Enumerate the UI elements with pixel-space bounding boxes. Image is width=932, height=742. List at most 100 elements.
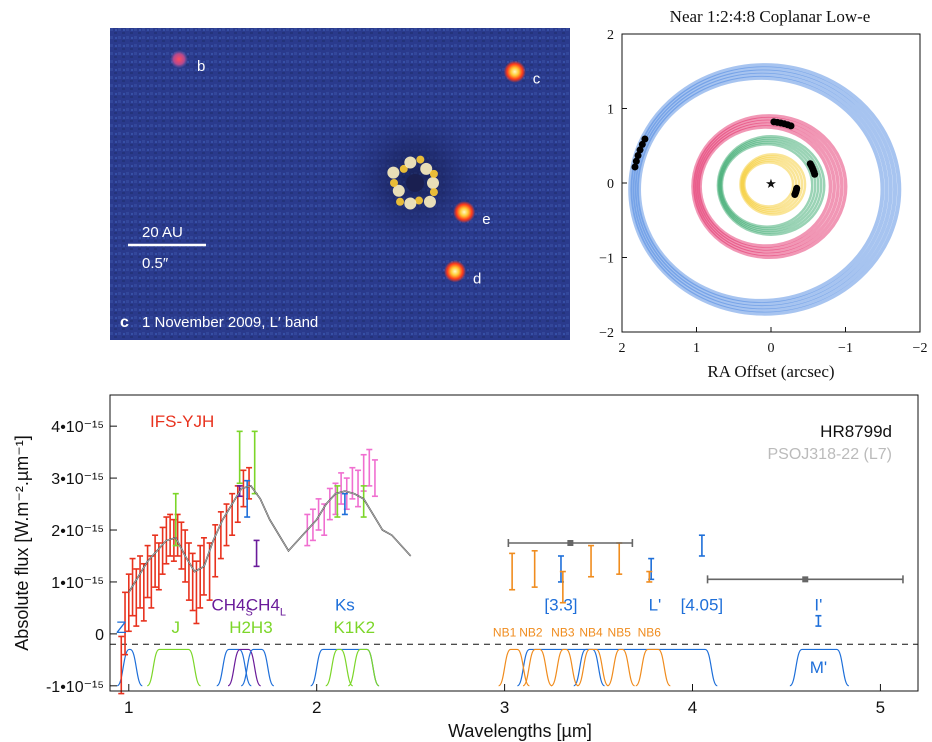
orbit-xlabel: RA Offset (arcsec) xyxy=(707,362,834,381)
band-label: NB3 xyxy=(551,625,575,639)
direct-image-panel: b c e d 20 AU 0.5″ c 1 November 2009, L′ ba… xyxy=(110,28,570,340)
series-7 xyxy=(128,484,412,593)
band-label: K1K2 xyxy=(333,618,375,637)
band-label: NB6 xyxy=(638,625,662,639)
panel-letter: c xyxy=(120,314,129,331)
orbit-ytick-label: 2 xyxy=(607,28,614,43)
band-label: L' xyxy=(649,596,662,615)
sed-ytick-label: 3•10⁻¹⁵ xyxy=(51,471,104,488)
planet-c-label: c xyxy=(533,71,541,88)
planet-d-blob xyxy=(444,260,466,283)
sed-xlabel: Wavelengths [µm] xyxy=(448,721,592,741)
band-label: NB4 xyxy=(579,625,603,639)
filter-curve xyxy=(573,648,718,687)
legend-hr8799d: HR8799d xyxy=(820,422,892,441)
band-label: CH4S xyxy=(211,596,252,619)
planet-d-label: d xyxy=(473,270,481,287)
orbit-c-position xyxy=(770,118,778,126)
sed-ytick-label: 0 xyxy=(95,627,104,644)
band-label: NB2 xyxy=(519,625,543,639)
orbit-d-ring xyxy=(716,134,826,236)
orbit-b-position xyxy=(638,140,646,148)
sed-xtick-label: 3 xyxy=(500,698,509,717)
orbit-xtick-label: 2 xyxy=(619,341,626,356)
scale-top-label: 20 AU xyxy=(142,224,183,241)
orbit-b-position xyxy=(632,157,640,165)
orbit-xtick-label: −2 xyxy=(913,341,928,356)
filter-curve xyxy=(607,648,636,687)
filter-curve xyxy=(347,648,380,687)
orbit-e-ring xyxy=(739,153,807,216)
filter-curve xyxy=(550,648,579,687)
series-2 xyxy=(172,430,367,547)
band-label: NB5 xyxy=(608,625,632,639)
scale-bottom-label: 0.5″ xyxy=(142,255,169,272)
series-0 xyxy=(118,466,253,695)
orbit-b-position xyxy=(634,152,642,160)
planet-e-blob xyxy=(453,201,476,224)
orbit-chart: Near 1:2:4:8 Coplanar Low-e 2 1 0 −1 −2 −2 −1 0… xyxy=(599,7,928,381)
series-4 xyxy=(244,479,822,627)
sed-xtick-label: 2 xyxy=(312,698,321,717)
filter-curve xyxy=(576,648,609,687)
orbit-star-marker: ★ xyxy=(765,176,777,191)
image-caption: 1 November 2009, L′ band xyxy=(142,314,318,331)
band-label: H2H3 xyxy=(229,618,272,637)
orbit-ytick-label: −1 xyxy=(599,252,614,267)
series-3 xyxy=(236,485,260,568)
band-label: M' xyxy=(810,658,827,677)
band-label: Ks xyxy=(335,596,355,615)
orbit-plot-frame xyxy=(621,33,921,333)
band-label: [4.05] xyxy=(681,596,724,615)
planet-b-blob xyxy=(170,50,188,69)
orbit-b-position xyxy=(636,146,644,154)
planet-c-blob xyxy=(503,60,526,83)
series-1 xyxy=(304,448,378,547)
series-6 xyxy=(507,539,904,584)
filter-curve xyxy=(789,648,850,687)
band-label: [3.3] xyxy=(544,596,577,615)
filter-curve xyxy=(325,648,354,687)
band-label: NB1 xyxy=(493,625,517,639)
orbit-xtick-label: 0 xyxy=(768,341,775,356)
orbit-c-ring xyxy=(691,114,848,260)
filter-curve xyxy=(146,648,202,687)
sed-xtick-label: 5 xyxy=(876,698,885,717)
filter-curve xyxy=(240,648,275,687)
orbit-title: Near 1:2:4:8 Coplanar Low-e xyxy=(670,7,871,26)
orbit-d-position xyxy=(806,160,814,168)
orbit-b-position xyxy=(641,135,649,143)
sed-ytick-label: 4•10⁻¹⁵ xyxy=(51,419,104,436)
filter-curve xyxy=(216,648,252,687)
sed-xtick-label: 1 xyxy=(124,698,133,717)
sed-ytick-label: 1•10⁻¹⁵ xyxy=(51,575,104,592)
filter-curve xyxy=(227,648,262,687)
orbit-e-position xyxy=(793,184,801,192)
band-label: J xyxy=(172,618,181,637)
orbit-ytick-label: 1 xyxy=(607,103,614,118)
band-label: I' xyxy=(814,596,822,615)
orbit-b-position xyxy=(631,163,639,171)
filter-curve xyxy=(635,648,671,687)
sed-ylabel: Absolute flux [W.m⁻².µm⁻¹] xyxy=(12,435,32,650)
planet-e-label: e xyxy=(482,211,490,228)
sed-ytick-label: -1•10⁻¹⁵ xyxy=(46,679,104,696)
legend-ifs: IFS-YJH xyxy=(150,412,214,431)
orbit-ytick-label: −2 xyxy=(599,326,614,341)
orbit-xtick-label: −1 xyxy=(838,341,853,356)
filter-curve xyxy=(522,648,553,687)
orbit-b-ring xyxy=(628,63,902,316)
filter-curve xyxy=(516,648,606,687)
series-5 xyxy=(509,542,653,604)
sed-chart: 1 2 3 4 5 -1•10⁻¹⁵ 0 1•10⁻¹⁵ 2•10⁻¹⁵ 3•10⁻¹⁵ 4•10⁻… xyxy=(12,394,919,741)
band-label: Z xyxy=(116,618,126,637)
orbit-xtick-label: 1 xyxy=(693,341,700,356)
sed-xtick-label: 4 xyxy=(688,698,697,717)
filter-curve xyxy=(498,648,530,687)
star-residual-core xyxy=(387,155,439,210)
planet-b-label: b xyxy=(197,58,205,75)
sed-plot-frame xyxy=(109,394,919,692)
band-label: CH4L xyxy=(246,596,286,619)
legend-psoj: PSOJ318-22 (L7) xyxy=(767,446,892,463)
sed-ytick-label: 2•10⁻¹⁵ xyxy=(51,523,104,540)
